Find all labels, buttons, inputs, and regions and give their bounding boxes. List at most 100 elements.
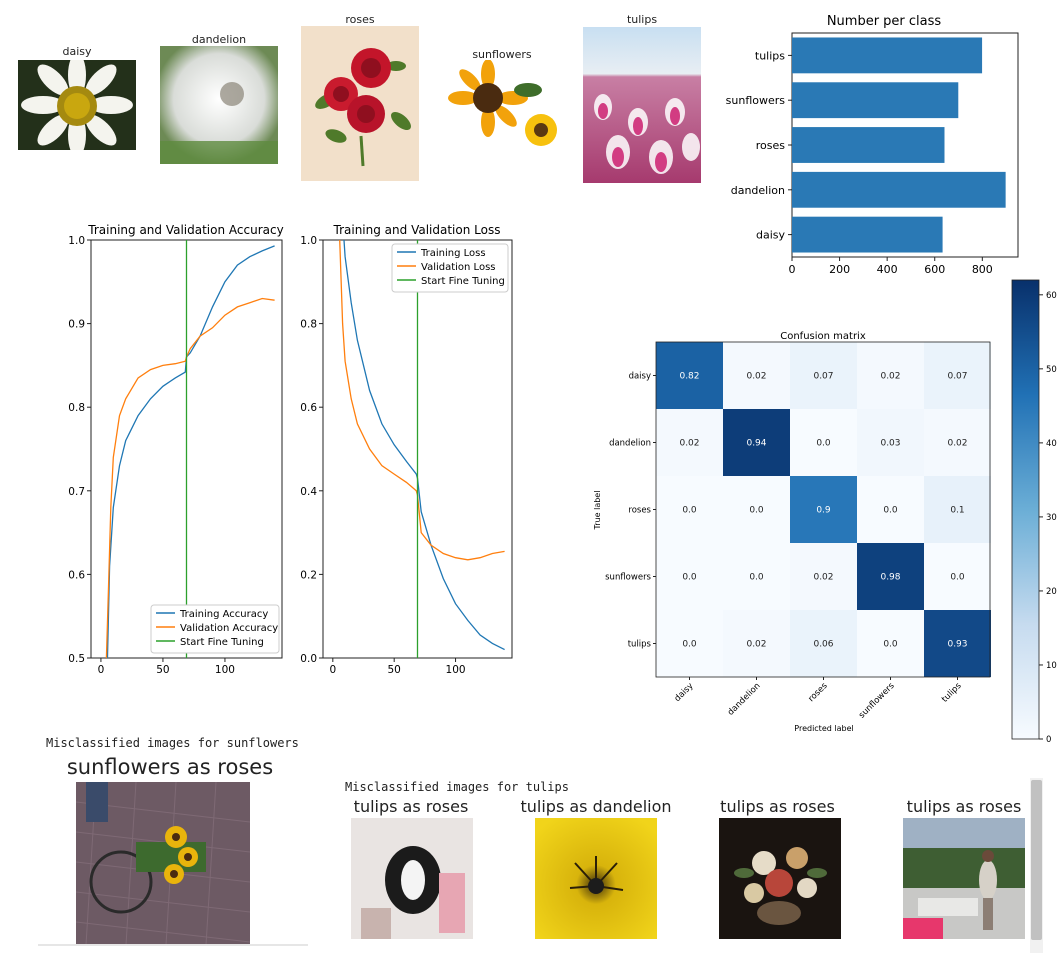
sample-title-tulips: tulips — [626, 13, 658, 26]
cm-cell-value: 0.02 — [880, 372, 900, 382]
sunflowers-photo — [443, 60, 561, 150]
confusion-matrix-title: Confusion matrix — [780, 331, 866, 342]
ytick-label: 1.0 — [300, 235, 317, 247]
cm-cell-value: 0.98 — [880, 573, 900, 583]
cm-row-label: dandelion — [609, 439, 651, 449]
sample-title-dandelion: dandelion — [191, 33, 247, 46]
colorbar-tick-label: 0 — [1046, 735, 1051, 745]
cm-cell — [723, 409, 790, 476]
number-per-class-chart: Number per class daisy dandelion roses sunf… — [726, 14, 1019, 273]
xtick-label: 0 — [98, 664, 105, 675]
accuracy-chart-title: Training and Validation Accuracy — [87, 223, 283, 237]
sample-title-sunflowers: sunflowers — [472, 48, 532, 61]
misclassified-tulips-label-2: tulips as dandelion — [520, 797, 672, 816]
cm-cell — [857, 342, 924, 409]
tulips-photo — [583, 27, 701, 183]
tulips-as-roses-photo-1 — [351, 818, 473, 939]
cm-cell — [857, 476, 924, 543]
cm-cell — [656, 610, 723, 677]
ytick-label: 0.6 — [68, 569, 85, 581]
dandelion-photo — [160, 46, 278, 164]
cm-cell-value: 0.9 — [816, 506, 831, 516]
bar-ytick-label: dandelion — [731, 184, 785, 197]
sunflowers-as-roses-photo — [76, 782, 250, 945]
cm-cell-value: 0.94 — [746, 439, 766, 449]
bar-xtick-label: 600 — [924, 263, 945, 273]
cm-cell — [857, 409, 924, 476]
cm-cell-value: 0.02 — [746, 640, 766, 650]
xtick-label: 50 — [387, 664, 400, 675]
ytick-label: 0.5 — [68, 653, 85, 665]
cm-cell-value: 0.07 — [813, 372, 833, 382]
bar-daisy — [792, 216, 943, 253]
cm-cell-value: 0.82 — [679, 372, 699, 382]
cm-cell — [924, 610, 991, 677]
cm-cell — [656, 543, 723, 610]
ytick-label: 0.9 — [68, 319, 85, 331]
legend-label: Validation Loss — [421, 262, 496, 273]
series-validation-loss — [339, 240, 505, 561]
xtick-label: 50 — [156, 664, 169, 675]
xtick-label: 100 — [215, 664, 235, 675]
cm-cell-value: 0.03 — [880, 439, 900, 449]
cm-cell — [857, 543, 924, 610]
bar-xtick-label: 200 — [829, 263, 850, 273]
confusion-matrix: Confusion matrix True label Predicted la… — [593, 331, 991, 733]
legend-label: Validation Accuracy — [180, 623, 278, 634]
tulips-as-roses-photo-3 — [903, 818, 1025, 939]
legend-label: Start Fine Tuning — [421, 276, 505, 287]
legend-label: Start Fine Tuning — [180, 637, 264, 648]
ytick-label: 0.2 — [300, 569, 317, 581]
bar-xtick-label: 0 — [789, 263, 796, 273]
cm-cell — [656, 476, 723, 543]
cm-cell — [723, 543, 790, 610]
legend-box — [391, 243, 509, 293]
colorbar-gradient — [1011, 279, 1040, 740]
cm-cell — [790, 409, 857, 476]
cm-cell-value: 0.06 — [813, 640, 833, 650]
cm-cell-value: 0.02 — [947, 439, 967, 449]
cm-cell — [656, 342, 723, 409]
cm-cell-value: 0.02 — [679, 439, 699, 449]
loss-chart: Training and Validation Loss 0.0 0.2 0.4 0.… — [300, 223, 513, 675]
cm-cell-value: 0.02 — [813, 573, 833, 583]
bar-sunflowers — [792, 82, 959, 119]
colorbar-tick-label: 30 — [1046, 513, 1057, 523]
bar-ytick-label: daisy — [756, 229, 786, 242]
loss-chart-title: Training and Validation Loss — [333, 223, 501, 237]
cm-cell-value: 0.0 — [883, 506, 898, 516]
cm-cell-value: 0.0 — [749, 573, 764, 583]
bar-chart-title: Number per class — [827, 14, 942, 29]
cm-cell — [857, 610, 924, 677]
sample-title-daisy: daisy — [62, 45, 92, 58]
cm-cell — [924, 342, 991, 409]
cm-cell-value: 0.02 — [746, 372, 766, 382]
cm-cell-value: 0.1 — [950, 506, 964, 516]
bar-roses — [792, 127, 945, 163]
scrollbar-thumb[interactable] — [1031, 780, 1042, 940]
colorbar-tick-label: 20 — [1046, 587, 1057, 597]
legend-box — [150, 604, 280, 654]
confusion-ylabel: True label — [593, 491, 602, 531]
sunflowers-section-divider — [38, 944, 308, 946]
cm-col-label: dandelion — [726, 681, 763, 718]
colorbar-tick-label: 10 — [1046, 661, 1057, 671]
xtick-label: 0 — [329, 664, 336, 675]
misclassified-tulips-label-1: tulips as roses — [353, 797, 469, 816]
cm-cell — [656, 409, 723, 476]
ytick-label: 0.6 — [300, 402, 317, 414]
colorbar-tick-label: 50 — [1046, 365, 1057, 375]
cm-row-label: tulips — [628, 640, 652, 650]
bar-ytick-label: sunflowers — [726, 94, 786, 107]
cm-cell — [790, 342, 857, 409]
tulips-as-dandelion-photo — [535, 818, 657, 939]
cm-col-label: roses — [807, 681, 830, 704]
ytick-label: 0.0 — [300, 653, 317, 665]
confusion-xlabel: Predicted label — [794, 724, 853, 733]
cm-col-label: daisy — [673, 681, 696, 704]
cm-cell-value: 0.0 — [682, 506, 697, 516]
cm-cell — [924, 543, 991, 610]
ytick-label: 0.8 — [300, 319, 317, 331]
cm-cell — [723, 342, 790, 409]
bar-dandelion — [792, 171, 1006, 208]
